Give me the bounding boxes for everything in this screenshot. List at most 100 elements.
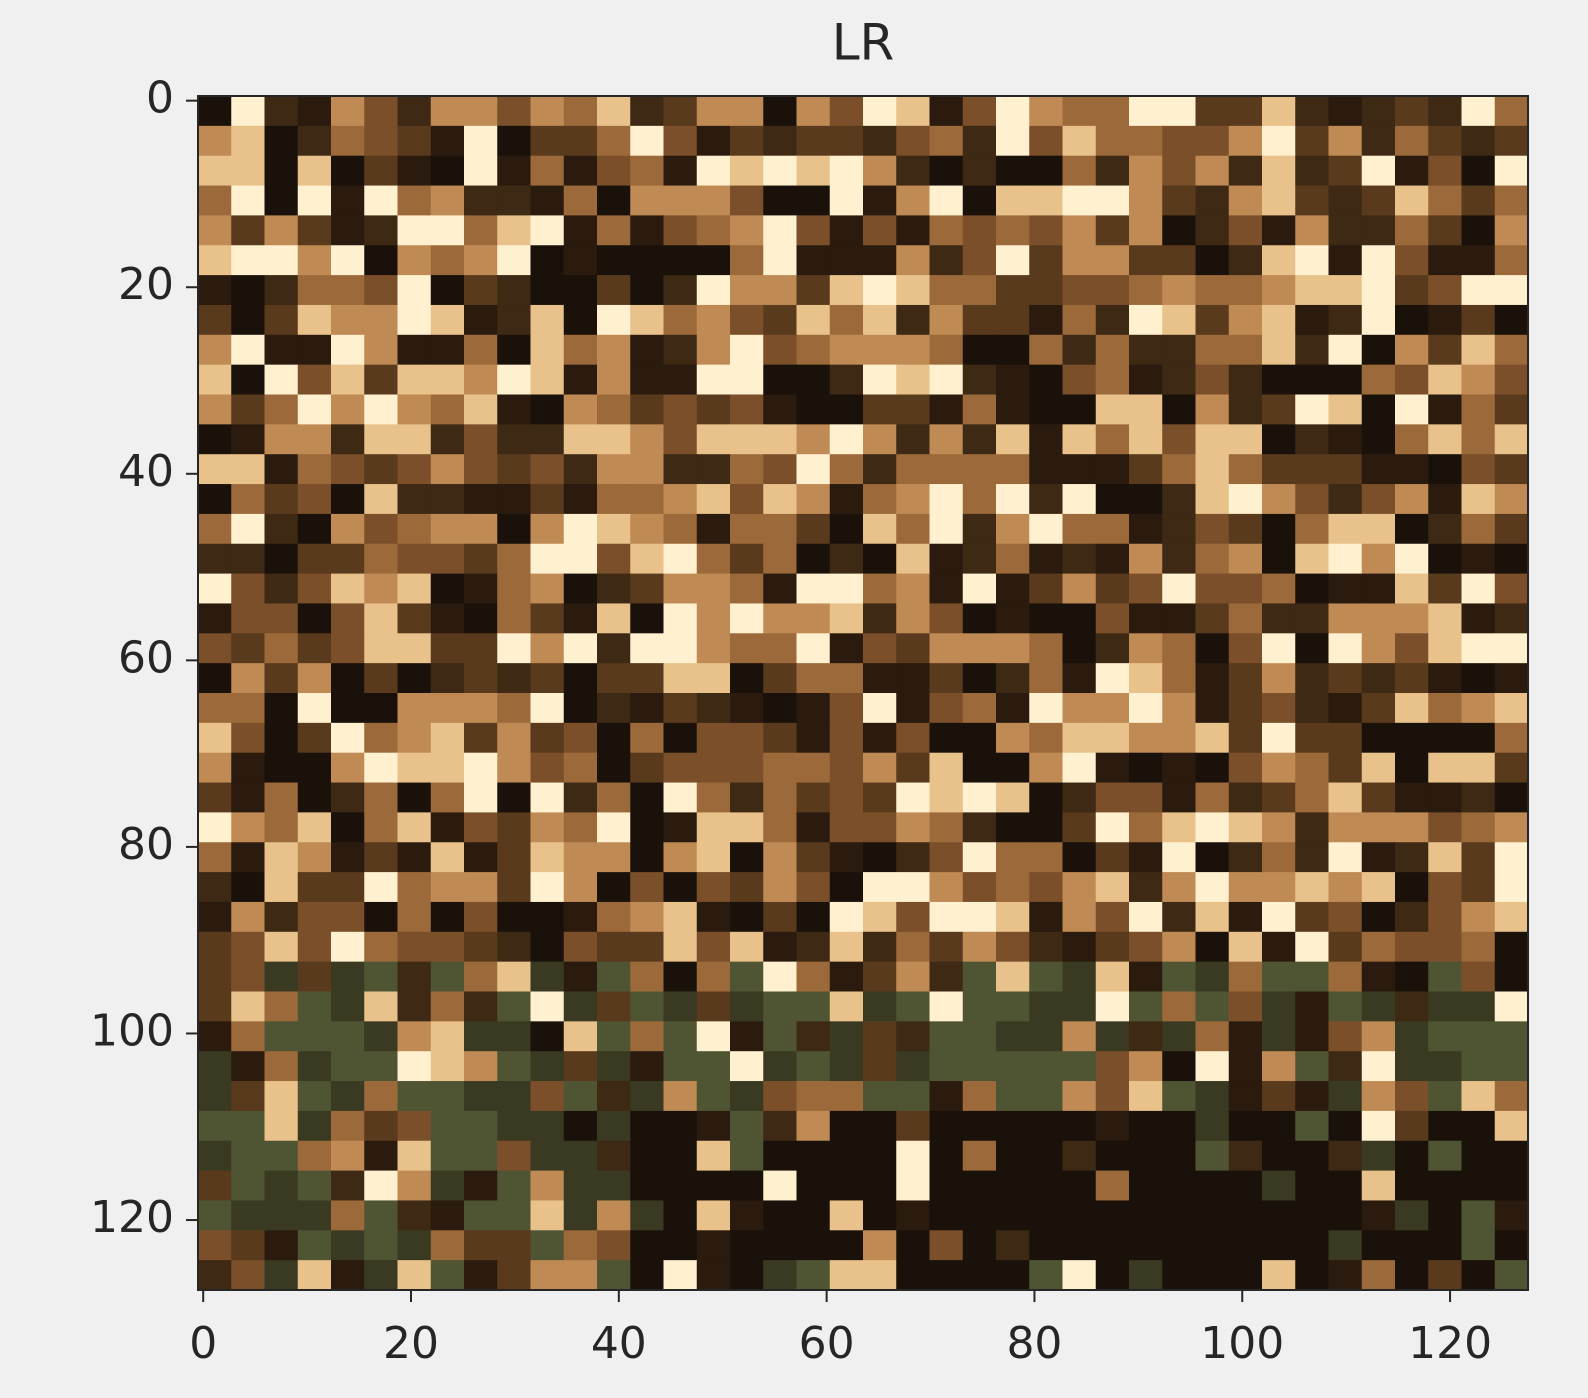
image-pixel	[963, 663, 997, 693]
image-pixel	[797, 693, 831, 723]
image-pixel	[265, 275, 299, 305]
image-pixel	[664, 1021, 698, 1051]
image-pixel	[1229, 96, 1263, 126]
image-pixel	[1462, 335, 1496, 365]
image-pixel	[1362, 1200, 1396, 1230]
image-pixel	[1295, 723, 1329, 753]
image-pixel	[730, 992, 764, 1022]
image-pixel	[1495, 186, 1529, 216]
image-pixel	[531, 424, 565, 454]
image-pixel	[863, 424, 897, 454]
image-pixel	[464, 275, 498, 305]
image-pixel	[298, 1141, 332, 1171]
image-pixel	[830, 454, 864, 484]
image-pixel	[497, 186, 531, 216]
image-pixel	[298, 1021, 332, 1051]
image-pixel	[730, 305, 764, 335]
image-pixel	[1395, 395, 1429, 425]
image-pixel	[265, 365, 299, 395]
image-pixel	[797, 574, 831, 604]
image-pixel	[1229, 902, 1263, 932]
image-pixel	[763, 992, 797, 1022]
image-pixel	[996, 783, 1030, 813]
image-pixel	[1229, 514, 1263, 544]
image-pixel	[231, 902, 265, 932]
image-pixel	[597, 126, 631, 156]
image-pixel	[797, 1051, 831, 1081]
image-pixel	[930, 1260, 964, 1290]
image-pixel	[398, 454, 432, 484]
image-pixel	[996, 156, 1030, 186]
image-pixel	[1428, 1171, 1462, 1201]
image-pixel	[531, 305, 565, 335]
image-pixel	[930, 932, 964, 962]
image-pixel	[1129, 1141, 1163, 1171]
image-pixel	[863, 992, 897, 1022]
image-pixel	[364, 215, 398, 245]
image-pixel	[364, 1171, 398, 1201]
image-pixel	[963, 1141, 997, 1171]
image-pixel	[730, 753, 764, 783]
image-pixel	[896, 424, 930, 454]
image-pixel	[1262, 275, 1296, 305]
image-pixel	[1362, 215, 1396, 245]
image-pixel	[664, 603, 698, 633]
image-pixel	[564, 275, 598, 305]
image-pixel	[1063, 126, 1097, 156]
image-pixel	[564, 424, 598, 454]
image-pixel	[697, 962, 731, 992]
image-pixel	[797, 245, 831, 275]
image-pixel	[1262, 753, 1296, 783]
image-pixel	[664, 245, 698, 275]
image-pixel	[331, 1051, 365, 1081]
image-pixel	[464, 335, 498, 365]
image-pixel	[1196, 1260, 1230, 1290]
image-pixel	[198, 723, 232, 753]
image-pixel	[398, 574, 432, 604]
image-pixel	[1495, 96, 1529, 126]
image-pixel	[896, 962, 930, 992]
image-pixel	[1362, 484, 1396, 514]
image-pixel	[1428, 126, 1462, 156]
image-pixel	[331, 186, 365, 216]
image-pixel	[564, 663, 598, 693]
image-pixel	[1063, 1171, 1097, 1201]
image-pixel	[464, 305, 498, 335]
image-pixel	[1295, 395, 1329, 425]
image-pixel	[1262, 1260, 1296, 1290]
image-pixel	[398, 1111, 432, 1141]
image-pixel	[1462, 395, 1496, 425]
image-pixel	[896, 753, 930, 783]
image-pixel	[630, 514, 664, 544]
image-pixel	[1196, 783, 1230, 813]
image-pixel	[896, 186, 930, 216]
image-pixel	[830, 872, 864, 902]
image-pixel	[298, 126, 332, 156]
image-pixel	[431, 424, 465, 454]
image-pixel	[298, 1260, 332, 1290]
image-pixel	[231, 305, 265, 335]
image-pixel	[963, 1051, 997, 1081]
image-pixel	[797, 1230, 831, 1260]
image-pixel	[1229, 574, 1263, 604]
image-pixel	[996, 365, 1030, 395]
image-pixel	[630, 156, 664, 186]
image-pixel	[1063, 603, 1097, 633]
image-pixel	[1096, 275, 1130, 305]
image-pixel	[298, 753, 332, 783]
image-pixel	[398, 365, 432, 395]
image-pixel	[464, 424, 498, 454]
image-pixel	[564, 544, 598, 574]
image-pixel	[265, 783, 299, 813]
image-pixel	[1428, 424, 1462, 454]
image-pixel	[730, 783, 764, 813]
image-pixel	[1395, 902, 1429, 932]
image-pixel	[531, 633, 565, 663]
image-pixel	[763, 245, 797, 275]
image-pixel	[1129, 424, 1163, 454]
image-pixel	[298, 1230, 332, 1260]
image-pixel	[1295, 1230, 1329, 1260]
image-pixel	[364, 365, 398, 395]
image-pixel	[1462, 902, 1496, 932]
image-pixel	[930, 663, 964, 693]
